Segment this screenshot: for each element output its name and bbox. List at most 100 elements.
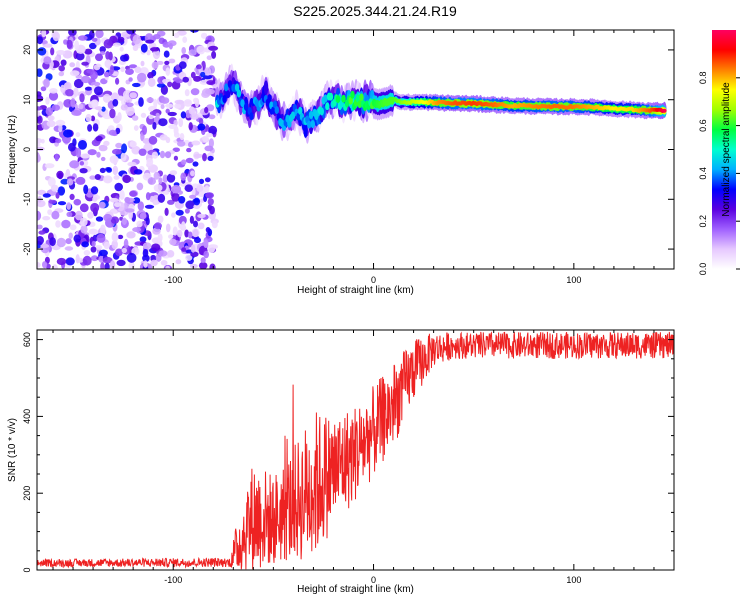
- spectrogram-noise-cell: [124, 196, 131, 203]
- spectrogram-noise-cell: [58, 124, 63, 133]
- spectrogram-noise-cell: [188, 106, 195, 115]
- spectrogram-noise-cell: [63, 82, 70, 90]
- spectrogram-noise-cell: [119, 189, 125, 200]
- spectrogram-noise-cell: [112, 148, 122, 155]
- spectrogram-noise-cell: [87, 211, 94, 219]
- spectrogram-noise-cell: [167, 111, 177, 117]
- spectrogram-noise-cell: [203, 239, 209, 249]
- spectrogram-noise-cell: [63, 99, 73, 108]
- spectrogram-noise-cell: [120, 54, 129, 62]
- spectrogram-noise-cell: [109, 260, 116, 269]
- spectrogram-noise-cell: [44, 163, 55, 169]
- spectrogram-noise-cell: [188, 49, 197, 56]
- spectrogram-noise-cell: [166, 173, 176, 183]
- spectrogram-noise-cell: [103, 213, 113, 222]
- colorbar-tick-label: 0.4: [698, 167, 708, 180]
- spectrogram-noise-cell: [69, 62, 76, 68]
- spectrogram-noise-cell: [200, 32, 208, 39]
- spectrogram-noise-cell: [40, 244, 50, 248]
- spectrogram-noise-cell: [75, 52, 85, 61]
- spectrogram-noise-cell: [184, 229, 189, 238]
- spectrogram-noise-cell: [54, 153, 59, 162]
- spectrogram-noise-cell: [131, 145, 141, 155]
- spectrogram-noise-cell: [192, 161, 199, 167]
- spectrogram-noise-cell: [136, 72, 147, 83]
- spectrogram-noise-cell: [83, 184, 89, 195]
- spectrogram-noise-cell: [66, 211, 73, 217]
- spectrogram-ridge-cell: [325, 102, 330, 111]
- spectrogram-noise-cell: [89, 175, 96, 180]
- spectrogram-noise-cell: [132, 227, 142, 233]
- spectrogram-noise-cell: [148, 114, 154, 120]
- spectrogram-noise-cell: [102, 113, 112, 120]
- colorbar-tick-label: 0.2: [698, 215, 708, 228]
- spectrogram-noise-cell: [184, 208, 190, 214]
- spectrogram-ridge-cell: [328, 92, 334, 101]
- spectrogram-noise-cell: [90, 186, 99, 195]
- spectrogram-noise-cell: [57, 186, 66, 196]
- spectrogram-noise-cell: [96, 233, 106, 243]
- spectrogram-noise-cell: [140, 60, 145, 67]
- snr-frame: [36, 329, 675, 571]
- spectrogram-noise-cell: [65, 169, 71, 177]
- spectrogram-noise-cell: [92, 196, 98, 202]
- spectrogram-noise-cell: [197, 123, 206, 131]
- spectrogram-noise-cell: [128, 77, 133, 82]
- spectrogram-noise-cell: [37, 236, 44, 245]
- spectrogram-noise-cell: [193, 153, 204, 158]
- spectrogram-noise-cell: [64, 246, 74, 251]
- spectrogram-noise-cell: [71, 109, 82, 116]
- spectrogram-noise-cell: [208, 138, 214, 148]
- spectrogram-noise-cell: [37, 111, 41, 117]
- spectrogram-noise-cell: [75, 254, 80, 264]
- spectrogram-noise-cell: [57, 201, 67, 206]
- spectrogram-noise-cell: [158, 118, 168, 127]
- spectrogram-noise-cell: [204, 106, 209, 114]
- spectrogram-noise-cell: [188, 122, 193, 131]
- spectrogram-noise-cell: [104, 59, 112, 68]
- spectrogram-noise-cell: [151, 151, 159, 159]
- spectrogram-noise-cell: [66, 178, 74, 186]
- spectrogram-noise-cell: [147, 177, 156, 185]
- spectrogram-noise-cell: [123, 238, 129, 249]
- spectrogram-noise-cell: [190, 71, 196, 79]
- spectrogram-noise-cell: [177, 140, 186, 147]
- spectrogram-noise-cell: [112, 99, 119, 107]
- spectrogram-noise-cell: [204, 177, 211, 183]
- spectrogram-ridge-cell: [222, 95, 227, 103]
- spectrogram-noise-cell: [165, 265, 171, 269]
- spectrogram-noise-cell: [63, 129, 73, 138]
- spectrogram-noise-cell: [157, 193, 166, 203]
- spectrogram-noise-cell: [90, 71, 98, 80]
- spectrogram-noise-cell: [112, 165, 119, 176]
- spectrogram-noise-cell: [142, 242, 152, 250]
- spectrogram-noise-cell: [140, 112, 147, 118]
- spectrogram-noise-cell: [143, 260, 148, 268]
- spectrogram-noise-cell: [51, 210, 60, 220]
- spectrogram-noise-cell: [112, 42, 121, 47]
- spectrogram-noise-cell: [185, 200, 195, 210]
- spectrogram-noise-cell: [109, 108, 116, 119]
- spectrogram-noise-cell: [51, 104, 60, 111]
- colorbar-ticks: 0.0 0.2 0.4 0.6 0.8: [698, 72, 740, 275]
- spectrogram-noise-cell: [148, 135, 158, 145]
- spectrogram-noise-cell: [203, 250, 209, 259]
- spectrogram-noise-cell: [156, 60, 164, 65]
- spectrogram-noise-cell: [165, 67, 171, 76]
- spectrogram-noise-cell: [128, 64, 138, 69]
- spectrogram-noise-cell: [120, 66, 125, 73]
- spectrogram-noise-cell: [190, 244, 196, 253]
- spectrogram-noise-cell: [202, 153, 207, 162]
- spectrogram-noise-cell: [182, 36, 188, 43]
- spectrogram-noise-cell: [207, 155, 214, 161]
- colorbar: 0.0 0.2 0.4 0.6 0.8 Normalized spectral ampl…: [698, 30, 740, 275]
- spectrogram-noise-cell: [185, 254, 193, 261]
- spectrogram-noise-cell: [151, 61, 159, 69]
- spectrogram-noise-cell: [70, 98, 76, 108]
- spectrogram-noise-cell: [208, 45, 219, 51]
- spectrogram-noise-cell: [65, 238, 72, 245]
- spectrogram-noise-cell: [117, 36, 125, 43]
- spectrogram-noise-cell: [113, 175, 120, 180]
- spectrogram-noise-cell: [152, 200, 159, 206]
- spectrogram-ridge-cell: [348, 96, 353, 105]
